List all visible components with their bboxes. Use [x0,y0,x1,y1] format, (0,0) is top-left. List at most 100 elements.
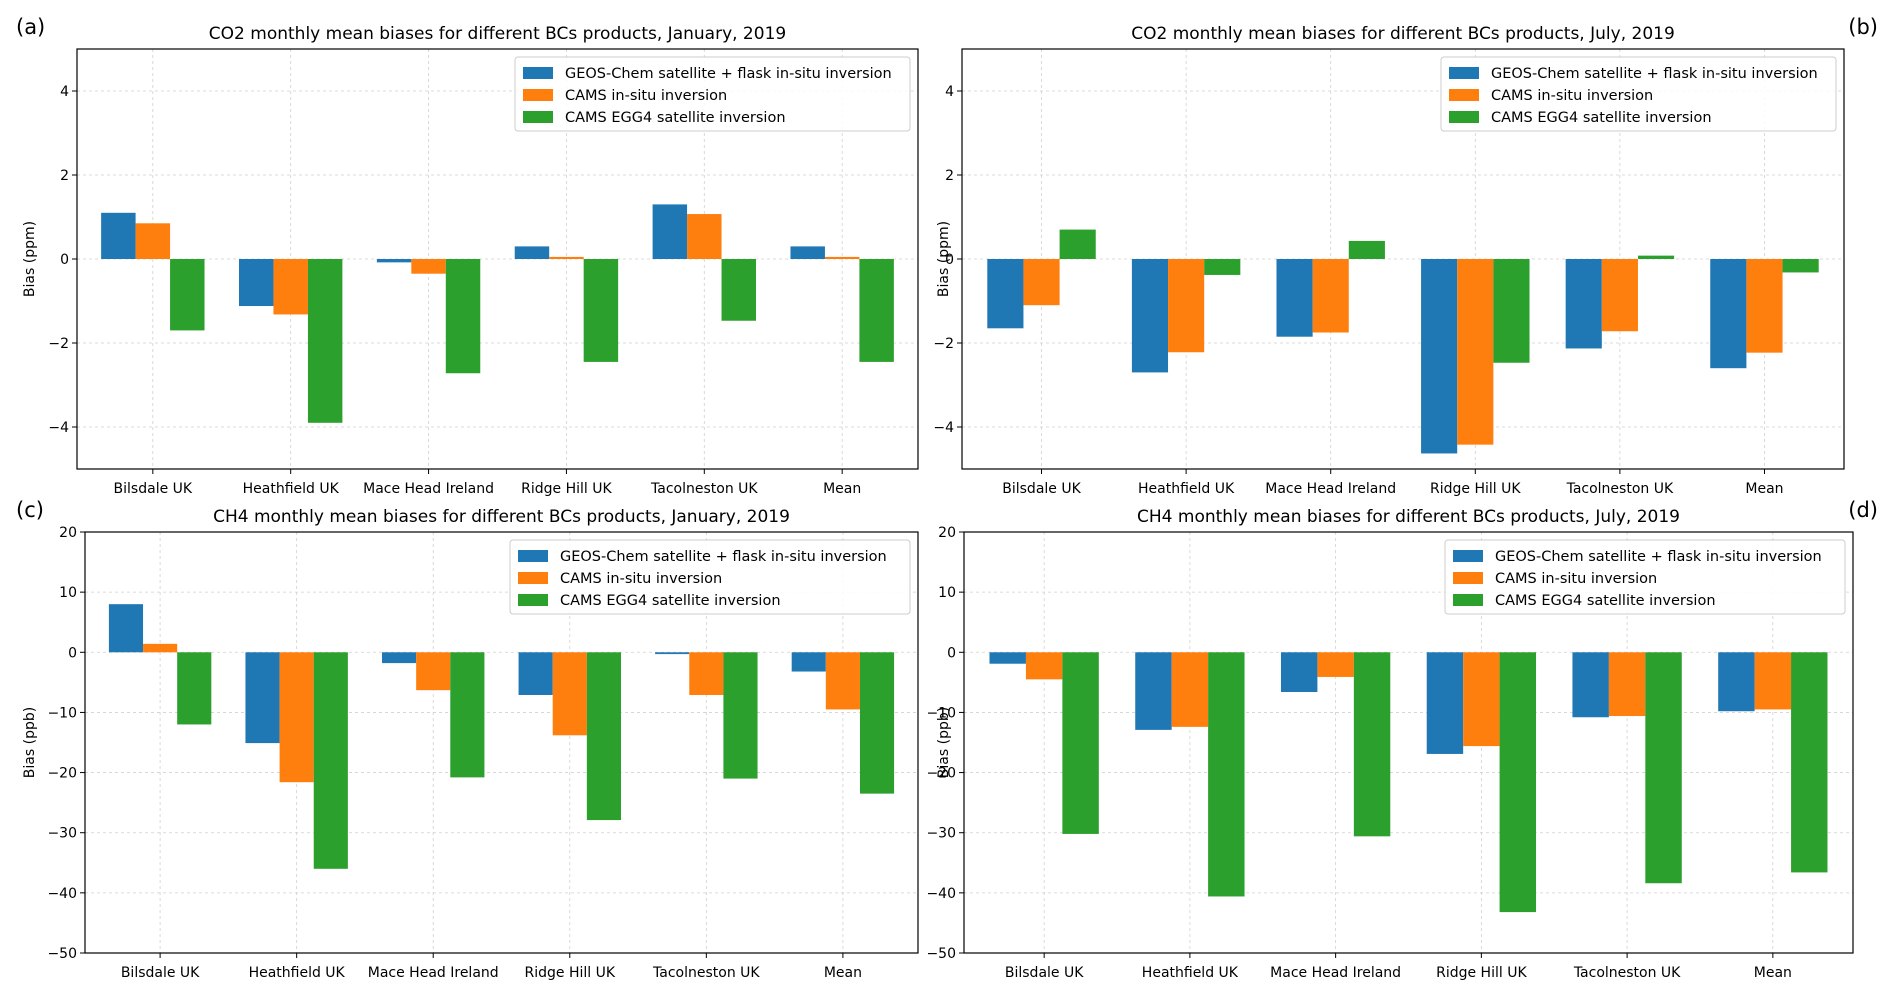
bar-geos-chem-tacolneston-uk [652,204,688,259]
bar-cams-mean [859,259,894,362]
legend-swatch [1449,111,1479,123]
x-tick-label: Bilsdale UK [121,965,200,981]
y-tick-label: 10 [59,585,77,601]
legend-swatch [523,89,553,101]
bar-cams-mace-head-ireland [411,259,446,274]
bar-cams-mace-head-ireland [1348,240,1385,259]
bar-geos-chem-tacolneston-uk [1565,259,1602,349]
bar-cams-tacolneston-uk [721,259,757,321]
legend-swatch [1449,89,1479,101]
bar-cams-tacolneston-uk [1608,652,1646,717]
bar-cams-tacolneston-uk [689,652,724,695]
y-tick-label: −2 [933,336,954,352]
y-axis-label: Bias (ppb) [22,707,38,778]
x-tick-label: Tacolneston UK [1566,481,1674,497]
y-tick-label: 2 [60,168,69,184]
y-tick-label: −20 [926,766,956,782]
legend-swatch [518,572,548,584]
y-axis-label: Bias (ppm) [936,221,952,297]
x-tick-label: Mean [1745,481,1783,497]
bar-geos-chem-mace-head-ireland [1276,259,1313,337]
x-tick-label: Heathfield UK [243,481,340,497]
y-tick-label: 0 [945,252,954,268]
y-tick-label: −30 [47,826,77,842]
bar-cams-heathfield-uk [1168,259,1205,353]
bar-geos-chem-mean [1718,652,1755,712]
x-tick-label: Heathfield UK [1142,965,1239,981]
bar-geos-chem-tacolneston-uk [655,652,690,655]
legend-entry-1: GEOS-Chem satellite + flask in-situ inve… [560,549,887,565]
bar-cams-bilsdale-uk [1059,229,1096,259]
chart-panel-a: −4 −2 0 2 4 Bilsdale UK Heathfield UK Mace Head… [16,15,919,497]
legend-entry-1: GEOS-Chem satellite + flask in-situ inve… [1495,549,1822,565]
bar-geos-chem-ridge-hill-uk [1421,259,1458,454]
legend-entry-1: GEOS-Chem satellite + flask in-situ inve… [565,66,892,82]
x-tick-label: Tacolneston UK [1573,965,1681,981]
bar-geos-chem-bilsdale-uk [108,604,144,653]
bar-cams-mace-head-ireland [1312,259,1349,333]
axes-frame [963,531,1854,954]
bar-cams-tacolneston-uk [1637,255,1675,259]
legend-swatch [523,111,553,123]
bar-geos-chem-ridge-hill-uk [1426,652,1464,754]
panel-label: (a) [16,15,45,39]
legend-swatch [523,67,553,79]
chart-title: CO2 monthly mean biases for different BC… [1131,24,1675,44]
y-tick-label: 20 [59,525,77,541]
chart-title: CO2 monthly mean biases for different BC… [209,24,786,44]
x-tick-label: Heathfield UK [249,965,346,981]
bar-cams-tacolneston-uk [1645,652,1682,884]
y-tick-label: 0 [947,645,956,661]
legend-swatch [518,594,548,606]
x-tick-label: Mean [1754,965,1792,981]
legend-box [509,539,911,615]
x-tick-label: Tacolneston UK [652,965,760,981]
bar-cams-bilsdale-uk [177,652,212,725]
bar-cams-ridge-hill-uk [1457,259,1494,445]
chart-title: CH4 monthly mean biases for different BC… [213,507,790,527]
bar-cams-bilsdale-uk [170,259,205,331]
bar-cams-mace-head-ireland [445,259,481,374]
x-tick-label: Heathfield UK [1138,481,1235,497]
bar-cams-bilsdale-uk [135,223,171,259]
bar-cams-ridge-hill-uk [1463,652,1500,747]
bar-cams-mace-head-ireland [1353,652,1391,837]
chart-panel-c: −50 −40 −30 −20 −10 0 10 20 Bilsdale UK Heathfiel… [16,498,919,981]
legend-box [1440,56,1837,132]
bar-geos-chem-mean [1710,259,1747,369]
legend-entry-3: CAMS EGG4 satellite inversion [565,110,786,126]
y-tick-label: −40 [926,886,956,902]
chart-title: CH4 monthly mean biases for different BC… [1137,507,1680,527]
bar-cams-mace-head-ireland [416,652,451,691]
legend-swatch [1453,572,1483,584]
bar-cams-mean [1754,652,1792,710]
bar-cams-ridge-hill-uk [1493,259,1530,363]
legend-entry-1: GEOS-Chem satellite + flask in-situ inve… [1491,66,1818,82]
bar-cams-mean [1782,259,1819,273]
bar-geos-chem-mace-head-ireland [376,259,412,263]
bar-cams-bilsdale-uk [143,643,178,653]
chart-panel-b: −4 −2 0 2 4 Bilsdale UK Heathfield UK Mace Head… [933,15,1878,497]
y-tick-label: −4 [48,420,69,436]
bar-cams-bilsdale-uk [1025,652,1063,680]
bar-geos-chem-heathfield-uk [245,652,280,744]
x-tick-label: Ridge Hill UK [1430,481,1521,497]
bar-geos-chem-mean [790,246,825,259]
bar-cams-mace-head-ireland [450,652,485,778]
bar-geos-chem-mean [791,652,826,672]
x-tick-label: Mace Head Ireland [368,965,499,981]
y-tick-label: −10 [926,705,956,721]
legend-entry-2: CAMS in-situ inversion [1491,88,1653,104]
x-tick-label: Bilsdale UK [1005,965,1084,981]
bar-geos-chem-heathfield-uk [1135,652,1172,730]
legend-entry-2: CAMS in-situ inversion [565,88,727,104]
x-tick-label: Mean [824,965,862,981]
y-tick-label: 4 [60,84,69,100]
x-tick-label: Bilsdale UK [114,481,193,497]
x-tick-label: Mace Head Ireland [1270,965,1401,981]
legend: GEOS-Chem satellite + flask in-situ inve… [1444,539,1846,615]
y-tick-label: −40 [47,886,77,902]
legend: GEOS-Chem satellite + flask in-situ inve… [1440,56,1837,132]
y-tick-label: 10 [938,585,956,601]
